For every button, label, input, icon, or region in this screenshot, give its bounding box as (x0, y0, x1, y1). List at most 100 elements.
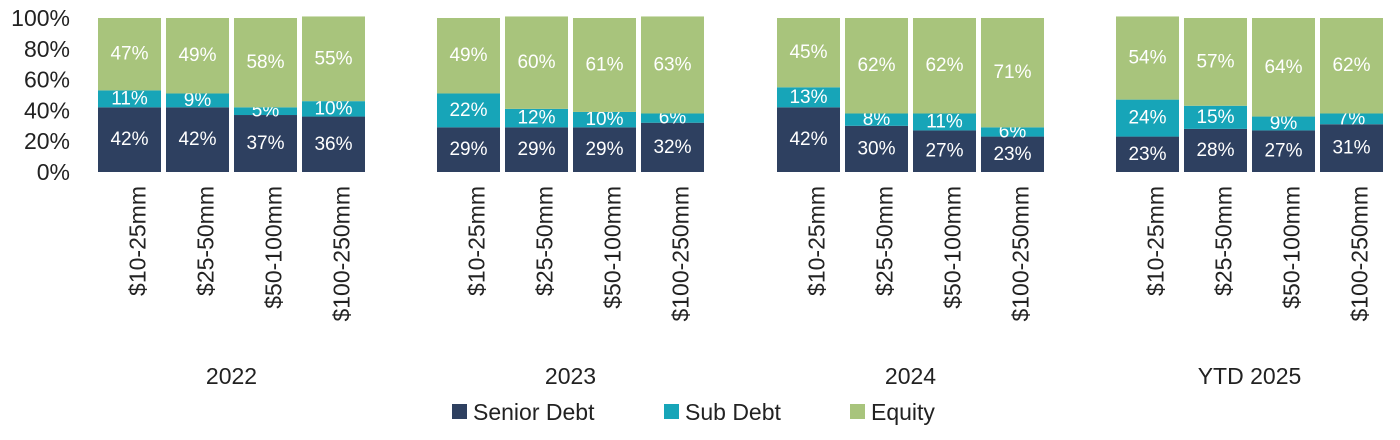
x-category-label: $100-250mm (1008, 186, 1034, 322)
data-label: 49% (178, 45, 216, 66)
data-label: 60% (517, 52, 555, 73)
bar-segment-equity (505, 16, 568, 109)
bar-segment-equity (777, 18, 840, 88)
y-axis: 0% 20% 40% 60% 80% 100% (11, 5, 70, 185)
bar-segment-sub-debt (98, 90, 161, 108)
data-label: 32% (653, 137, 691, 158)
data-label: 11% (111, 88, 148, 109)
data-label: 42% (789, 129, 827, 150)
bar-segment-sub-debt (913, 113, 976, 131)
y-tick-label: 0% (37, 159, 70, 185)
bar-segment-equity (1184, 18, 1247, 106)
bar-segment-sub-debt (437, 93, 500, 128)
bar-segment-senior-debt (845, 125, 908, 172)
legend-swatch (452, 404, 467, 419)
data-label: 30% (857, 138, 895, 159)
bar-segment-senior-debt (302, 116, 365, 172)
bar-segment-sub-debt (166, 93, 229, 108)
x-category-label: $100-250mm (1347, 186, 1373, 322)
legend-label: Senior Debt (473, 399, 595, 425)
bar-segment-sub-debt (641, 113, 704, 123)
data-label: 29% (517, 139, 555, 160)
bar-segment-senior-debt (913, 130, 976, 172)
data-label: 61% (585, 54, 623, 75)
data-label: 29% (585, 139, 623, 160)
bar-segment-senior-debt (777, 107, 840, 172)
data-label: 9% (184, 90, 212, 111)
bar-segment-sub-debt (234, 107, 297, 116)
bar-segment-equity (573, 18, 636, 112)
x-category-label: $100-250mm (329, 186, 355, 322)
x-axis: $10-25mm $25-50mm $50-100mm $100-250mm $10-2… (125, 186, 1373, 322)
data-label: 23% (993, 144, 1031, 165)
data-label: 31% (1332, 138, 1370, 159)
data-label: 71% (993, 62, 1031, 83)
bar-segment-senior-debt (166, 107, 229, 172)
data-label: 10% (314, 98, 352, 119)
bar-segment-equity (913, 18, 976, 114)
bar-segment-senior-debt (641, 122, 704, 172)
bar-segment-equity (981, 18, 1044, 128)
x-category-label: $25-50mm (872, 186, 898, 296)
bar-segment-senior-debt (981, 136, 1044, 172)
y-tick-label: 20% (24, 128, 70, 154)
data-label: 13% (789, 87, 827, 108)
x-group-label: 2022 (206, 363, 257, 389)
data-label: 27% (1264, 141, 1302, 162)
bar-segment-sub-debt (981, 127, 1044, 137)
x-category-label: $50-100mm (600, 186, 626, 309)
y-tick-label: 60% (24, 67, 70, 93)
data-label: 24% (1128, 108, 1166, 129)
x-category-label: $25-50mm (193, 186, 219, 296)
data-label: 62% (925, 55, 963, 76)
legend-label: Sub Debt (685, 399, 782, 425)
legend-swatch (664, 404, 679, 419)
data-label: 9% (1270, 113, 1298, 134)
data-label: 58% (246, 52, 284, 73)
bar-segment-equity (1320, 18, 1383, 114)
data-label: 27% (925, 141, 963, 162)
bar-segment-senior-debt (505, 127, 568, 172)
data-label: 64% (1264, 57, 1302, 78)
data-label: 11% (926, 111, 963, 132)
bar-segment-equity (234, 18, 297, 108)
bar-segment-sub-debt (1116, 99, 1179, 137)
x-group-label: 2024 (885, 363, 936, 389)
x-category-label: $10-25mm (125, 186, 151, 296)
data-label: 28% (1196, 140, 1234, 161)
x-category-label: $25-50mm (532, 186, 558, 296)
bar-segment-equity (98, 18, 161, 91)
x-category-label: $100-250mm (668, 186, 694, 322)
data-label: 62% (1332, 55, 1370, 76)
data-label: 42% (178, 129, 216, 150)
x-category-label: $50-100mm (1279, 186, 1305, 309)
x-category-label: $25-50mm (1211, 186, 1237, 296)
data-label: 57% (1196, 51, 1234, 72)
data-label: 8% (863, 109, 891, 130)
y-tick-label: 40% (24, 97, 70, 123)
bar-segment-sub-debt (573, 111, 636, 128)
data-label: 45% (789, 42, 827, 63)
bar-segment-equity (845, 18, 908, 114)
bar-segment-senior-debt (234, 115, 297, 172)
bar-segment-senior-debt (98, 107, 161, 172)
data-label: 22% (449, 100, 487, 121)
bar-segment-sub-debt (1252, 116, 1315, 131)
bar-area: 42%11%47%42%9%49%37%5%58%36%10%55%29%22%… (98, 16, 1383, 172)
data-label: 37% (246, 133, 284, 154)
bar-segment-equity (1252, 18, 1315, 117)
legend: Senior Debt Sub Debt Equity (452, 399, 935, 425)
bar-segment-senior-debt (1320, 124, 1383, 172)
x-category-label: $10-25mm (804, 186, 830, 296)
x-category-label: $50-100mm (261, 186, 287, 309)
bar-segment-sub-debt (505, 108, 568, 128)
data-label: 29% (449, 139, 487, 160)
bar-segment-sub-debt (302, 101, 365, 117)
bar-segment-equity (1116, 16, 1179, 100)
bar-segment-senior-debt (1116, 136, 1179, 172)
x-category-label: $50-100mm (940, 186, 966, 309)
data-label: 55% (314, 48, 352, 69)
data-label: 12% (517, 108, 555, 129)
data-label: 42% (110, 129, 148, 150)
